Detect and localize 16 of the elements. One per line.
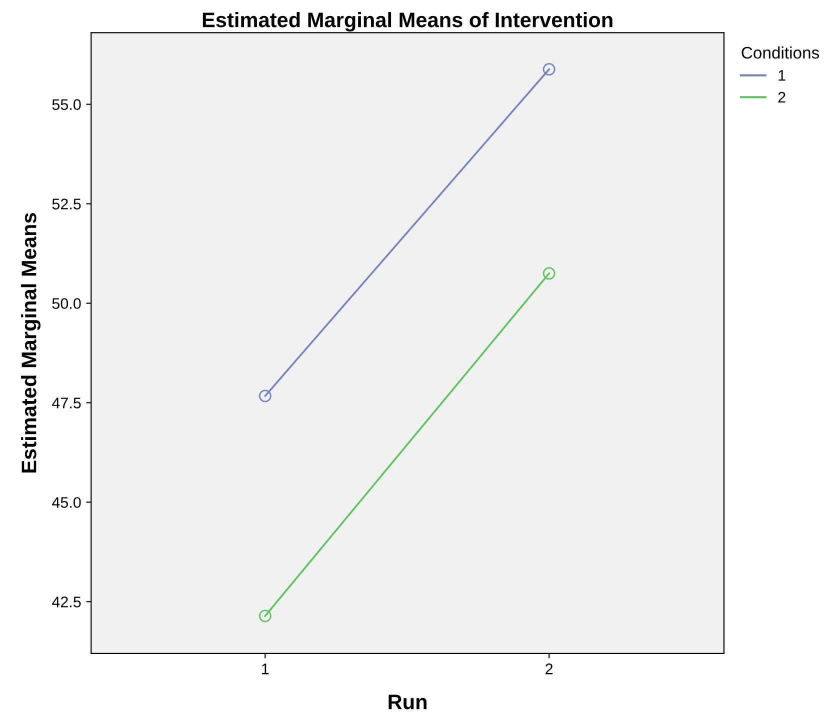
legend-label: 2 <box>778 92 786 103</box>
point <box>258 610 272 622</box>
y-tick-label: 42.5 <box>52 596 81 608</box>
y-tick-label: 50.0 <box>52 298 81 309</box>
y-tick-label: 55.0 <box>52 99 81 110</box>
point <box>258 390 272 402</box>
point <box>542 267 556 280</box>
y-tick-label: 47.5 <box>52 398 81 408</box>
chart-title: Estimated Marginal Means of Intervention <box>202 12 612 32</box>
y-axis-title: Estimated Marginal Means <box>21 213 41 472</box>
point <box>542 63 556 76</box>
legend-title: Conditions <box>742 46 820 59</box>
y-tick-label: 45.0 <box>52 497 81 508</box>
y-tick-label: 52.5 <box>52 198 81 210</box>
x-axis-title: Run <box>388 694 427 710</box>
legend-label: 1 <box>778 70 786 81</box>
